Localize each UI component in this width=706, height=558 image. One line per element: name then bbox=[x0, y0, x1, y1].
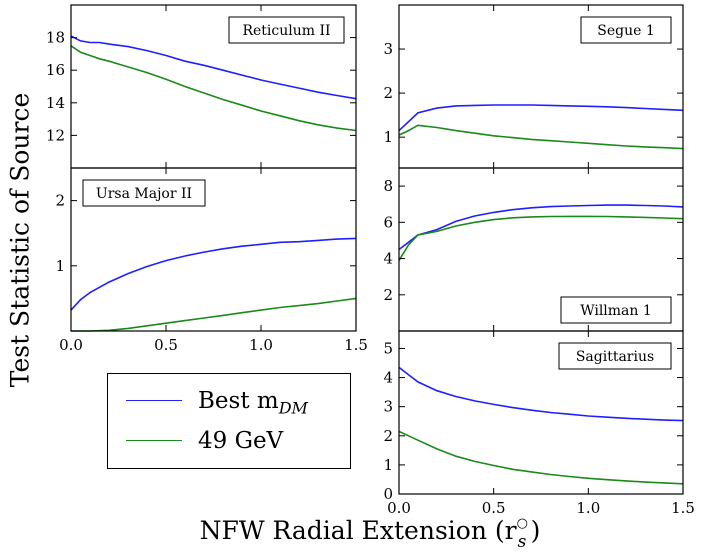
panel-title: Willman 1 bbox=[580, 303, 652, 319]
y-tick-label: 3 bbox=[383, 398, 393, 416]
y-tick-label: 0 bbox=[383, 485, 393, 503]
y-tick-label: 4 bbox=[383, 369, 393, 387]
legend-swatch-best bbox=[126, 400, 182, 401]
series-line-49gev bbox=[70, 45, 357, 132]
legend-entry-best: Best mDM bbox=[108, 386, 350, 418]
panel-frame bbox=[70, 167, 357, 332]
y-tick-label: 1 bbox=[383, 456, 393, 474]
x-tick-label: 0.5 bbox=[154, 336, 178, 354]
y-tick-label: 3 bbox=[383, 40, 393, 58]
panel-title: Ursa Major II bbox=[96, 186, 192, 202]
panel-title-box bbox=[82, 179, 206, 207]
x-axis-label-main: NFW Radial Extension (r bbox=[199, 516, 517, 545]
x-axis-label-sub: s bbox=[517, 532, 527, 552]
panel-title-box bbox=[228, 16, 345, 44]
y-tick-label: 2 bbox=[55, 192, 65, 210]
x-tick-label: 1.0 bbox=[576, 499, 600, 517]
series-line-49gev bbox=[71, 297, 357, 332]
x-axis-label: NFW Radial Extension (r ○ s) bbox=[190, 516, 550, 552]
legend-swatch-49gev bbox=[126, 440, 182, 441]
panel-4: 2 4 6 8 Willman 1 bbox=[383, 167, 684, 332]
legend: Best mDM 49 GeV bbox=[107, 373, 351, 469]
x-tick-label: 1.5 bbox=[344, 336, 368, 354]
y-tick-label: 16 bbox=[46, 61, 65, 79]
panel-3: 1 2 0.0 0.5 1.0 1.5 Ursa Major II bbox=[55, 167, 368, 354]
y-tick-label: 4 bbox=[383, 250, 393, 268]
y-tick-label: 18 bbox=[46, 29, 65, 47]
series-line-best bbox=[398, 366, 684, 422]
x-tick-label: 0.0 bbox=[59, 336, 83, 354]
x-axis-label-sup: ○ bbox=[516, 516, 528, 531]
panel-title-box bbox=[560, 296, 672, 324]
legend-entry-49gev: 49 GeV bbox=[108, 426, 350, 456]
series-line-49gev bbox=[398, 430, 684, 485]
panel-2: 1 2 3 Segue 1 bbox=[383, 4, 684, 169]
series-line-best bbox=[398, 104, 684, 132]
x-tick-label: 0.5 bbox=[482, 499, 506, 517]
panel-title-box bbox=[558, 342, 672, 370]
panel-frame bbox=[398, 330, 684, 495]
panel-title: Segue 1 bbox=[597, 23, 655, 39]
y-axis-label: Test Statistic of Source bbox=[0, 0, 40, 558]
legend-label-49gev: 49 GeV bbox=[198, 428, 284, 454]
y-tick-label: 2 bbox=[383, 427, 393, 445]
y-tick-label: 1 bbox=[383, 128, 393, 146]
series-line-49gev bbox=[398, 215, 684, 261]
y-tick-label: 1 bbox=[55, 257, 65, 275]
y-tick-label: 2 bbox=[383, 84, 393, 102]
x-tick-label: 1.5 bbox=[671, 499, 695, 517]
series-line-best bbox=[398, 204, 684, 251]
y-tick-label: 12 bbox=[46, 126, 65, 144]
y-tick-label: 8 bbox=[383, 177, 393, 195]
y-axis-label-text: Test Statistic of Source bbox=[5, 92, 35, 388]
panel-5: 0 1 2 3 4 5 0.0 0.5 1.0 1.5 Sagittarius bbox=[383, 330, 695, 517]
panel-title: Reticulum II bbox=[242, 23, 330, 39]
legend-label-best: Best mDM bbox=[198, 388, 308, 418]
series-line-49gev bbox=[398, 124, 684, 150]
panel-title: Sagittarius bbox=[576, 349, 654, 365]
y-tick-label: 5 bbox=[383, 339, 393, 357]
y-tick-label: 2 bbox=[383, 286, 393, 304]
y-tick-label: 6 bbox=[383, 213, 393, 231]
series-line-best bbox=[70, 237, 357, 311]
series-line-best bbox=[70, 35, 357, 100]
panel-1: 12 14 16 18 Reticulum II bbox=[46, 4, 357, 169]
x-axis-label-close: ) bbox=[530, 516, 541, 545]
panel-title-box bbox=[580, 16, 672, 44]
x-tick-label: 1.0 bbox=[249, 336, 273, 354]
x-tick-label: 0.0 bbox=[387, 499, 411, 517]
y-tick-label: 14 bbox=[46, 94, 65, 112]
